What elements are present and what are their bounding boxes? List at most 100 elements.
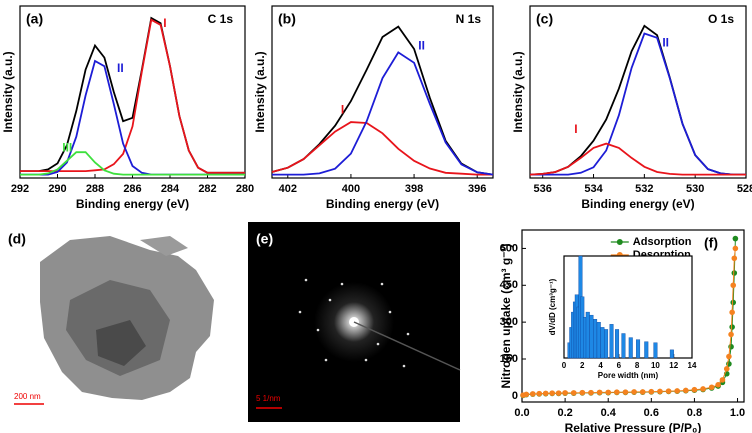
- peak-label: II: [418, 39, 425, 53]
- data-point: [683, 387, 689, 394]
- peak-label: I: [574, 122, 577, 136]
- x-tick-label: 534: [584, 183, 603, 195]
- data-point: [729, 324, 735, 330]
- panel-label: (e): [256, 231, 273, 247]
- peak-label: III: [62, 140, 72, 154]
- data-point: [657, 388, 663, 395]
- x-tick-label: 398: [405, 183, 423, 195]
- data-point: [639, 389, 646, 395]
- x-tick-label: 14: [688, 361, 697, 370]
- data-point: [691, 386, 698, 393]
- data-point: [588, 389, 594, 396]
- bar: [615, 329, 620, 359]
- data-point: [726, 353, 732, 360]
- panel-title: C 1s: [208, 12, 234, 26]
- axes-frame: [563, 255, 693, 359]
- x-tick-label: 528: [737, 183, 752, 195]
- data-point: [665, 388, 672, 394]
- series-line: [271, 121, 493, 176]
- x-tick-label: 6: [617, 361, 622, 370]
- saed-image: 5 1/nm (e): [248, 222, 461, 422]
- y-axis-title: Nitrogen uptake (cm³ g⁻¹): [499, 243, 513, 388]
- x-axis-title: Binding energy (eV): [581, 197, 694, 211]
- data-point: [728, 331, 734, 338]
- x-tick-label: 2: [580, 361, 585, 370]
- data-point: [723, 366, 730, 372]
- data-point: [674, 388, 680, 394]
- x-tick-label: 288: [86, 183, 104, 195]
- axes-frame: [529, 5, 747, 179]
- panel-label: (f): [704, 235, 718, 251]
- x-tick-label: 1.0: [730, 407, 745, 419]
- data-point: [715, 382, 721, 388]
- bar: [628, 337, 633, 359]
- data-point: [579, 389, 586, 396]
- series-line: [20, 16, 245, 174]
- data-point: [536, 390, 543, 397]
- x-tick-label: 10: [651, 361, 660, 370]
- panel-label: (d): [8, 231, 26, 247]
- data-point: [555, 390, 562, 396]
- bar: [604, 329, 609, 359]
- peak-label: I: [341, 102, 344, 116]
- bar: [669, 349, 674, 359]
- particle-core: [96, 320, 146, 366]
- series-line: [20, 151, 245, 176]
- diffraction-spots: [298, 278, 410, 368]
- bar: [585, 311, 590, 359]
- y-axis-title: dV/dD (cm³g⁻¹): [548, 278, 557, 335]
- data-point: [605, 389, 612, 396]
- bar: [653, 342, 658, 359]
- data-point: [570, 390, 577, 396]
- panel-label: (a): [26, 11, 43, 27]
- legend-label: Adsorption: [633, 236, 692, 248]
- x-tick-label: 530: [686, 183, 704, 195]
- series-line: [522, 248, 736, 396]
- data-point: [542, 390, 549, 397]
- legend-marker: [616, 239, 623, 245]
- panel-title: N 1s: [456, 12, 482, 26]
- x-tick-label: 290: [48, 183, 66, 195]
- beam-stop: [353, 321, 461, 371]
- x-axis-title: Pore width (nm): [598, 371, 659, 380]
- scale-bar-label: 5 1/nm: [256, 394, 281, 403]
- x-tick-label: 532: [635, 183, 653, 195]
- data-point: [708, 384, 715, 391]
- data-point: [562, 390, 568, 396]
- bar: [636, 339, 641, 359]
- data-point: [523, 391, 530, 398]
- data-point: [731, 255, 738, 262]
- bar: [589, 314, 594, 359]
- x-tick-label: 400: [342, 183, 360, 195]
- data-point: [730, 282, 737, 289]
- x-tick-label: 0.4: [601, 407, 617, 419]
- peak-label: I: [163, 16, 166, 30]
- y-axis-title: Intensity (a.u.): [253, 51, 267, 132]
- scale-bar-label: 200 nm: [14, 392, 41, 401]
- series-line: [529, 142, 746, 176]
- data-point: [529, 391, 536, 397]
- y-tick-label: 150: [500, 353, 518, 365]
- x-tick-label: 280: [236, 183, 254, 195]
- y-axis-title: Intensity (a.u.): [1, 51, 15, 132]
- data-point: [596, 389, 603, 396]
- x-tick-label: 402: [279, 183, 297, 195]
- bar: [596, 322, 601, 359]
- data-point: [549, 390, 555, 396]
- data-point: [614, 389, 620, 395]
- bar: [644, 341, 649, 359]
- x-tick-label: 0: [562, 361, 567, 370]
- y-tick-label: 600: [500, 242, 518, 254]
- x-tick-label: 286: [123, 183, 141, 195]
- x-tick-label: 0.6: [644, 407, 659, 419]
- panel-label: (b): [278, 11, 296, 27]
- series-line: [271, 25, 494, 176]
- data-point: [729, 309, 735, 316]
- data-point: [732, 235, 739, 242]
- data-point: [731, 270, 738, 276]
- y-tick-label: 0: [512, 390, 518, 402]
- data-point: [648, 388, 655, 395]
- data-point: [732, 245, 739, 252]
- axes-frame: [19, 5, 246, 179]
- x-tick-label: 536: [534, 183, 552, 195]
